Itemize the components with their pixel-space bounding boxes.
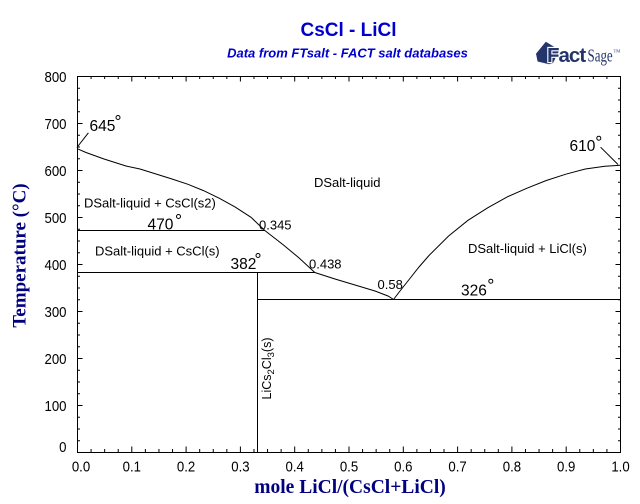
svg-text:DSalt-liquid: DSalt-liquid <box>314 175 380 190</box>
svg-text:Data from FTsalt - FACT salt d: Data from FTsalt - FACT salt databases <box>227 46 468 61</box>
svg-text:200: 200 <box>45 350 67 367</box>
svg-text:CsCl - LiCl: CsCl - LiCl <box>300 20 396 41</box>
svg-text:TM: TM <box>614 49 621 54</box>
svg-text:500: 500 <box>45 209 67 226</box>
svg-text:400: 400 <box>45 256 67 273</box>
svg-text:600: 600 <box>45 162 67 179</box>
svg-text:610: 610 <box>570 138 596 155</box>
svg-text:0.438: 0.438 <box>309 257 342 272</box>
svg-text:1.0: 1.0 <box>611 457 629 474</box>
svg-text:0.1: 0.1 <box>123 457 141 474</box>
svg-text:0.345: 0.345 <box>259 218 292 233</box>
svg-text:mole LiCl/(CsCl+LiCl): mole LiCl/(CsCl+LiCl) <box>254 477 445 498</box>
svg-text:700: 700 <box>45 115 67 132</box>
svg-text:Sage: Sage <box>588 47 613 67</box>
svg-text:0.9: 0.9 <box>557 457 575 474</box>
svg-text:0.3: 0.3 <box>231 457 249 474</box>
svg-text:0.6: 0.6 <box>394 457 412 474</box>
svg-text:470: 470 <box>148 217 174 234</box>
svg-text:0.5: 0.5 <box>340 457 358 474</box>
svg-text:300: 300 <box>45 303 67 320</box>
svg-text:0.7: 0.7 <box>448 457 466 474</box>
svg-text:0.0: 0.0 <box>72 457 90 474</box>
svg-text:0.4: 0.4 <box>286 457 304 474</box>
svg-text:DSalt-liquid + LiCl(s): DSalt-liquid + LiCl(s) <box>468 241 587 256</box>
svg-text:DSalt-liquid + CsCl(s2): DSalt-liquid + CsCl(s2) <box>84 196 216 211</box>
svg-text:DSalt-liquid + CsCl(s): DSalt-liquid + CsCl(s) <box>95 244 220 259</box>
svg-text:645: 645 <box>90 118 116 135</box>
svg-text:Temperature (°C): Temperature (°C) <box>10 183 31 327</box>
svg-text:382: 382 <box>231 256 257 273</box>
svg-text:Fact: Fact <box>547 44 586 67</box>
svg-text:0.58: 0.58 <box>378 277 403 292</box>
svg-text:0: 0 <box>59 438 66 455</box>
svg-text:0.8: 0.8 <box>503 457 521 474</box>
svg-text:326: 326 <box>461 283 487 300</box>
svg-text:LiCs2Cl3(s): LiCs2Cl3(s) <box>260 338 277 400</box>
svg-text:0.2: 0.2 <box>177 457 195 474</box>
svg-text:100: 100 <box>45 397 67 414</box>
svg-text:800: 800 <box>45 68 67 85</box>
